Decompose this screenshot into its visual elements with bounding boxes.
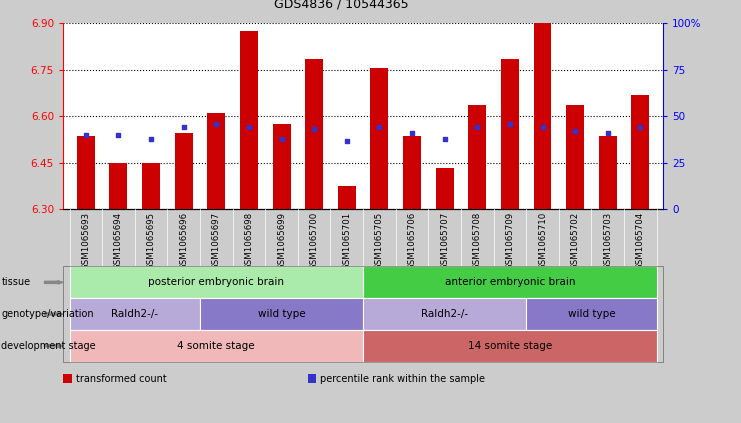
Point xyxy=(602,130,614,137)
Text: percentile rank within the sample: percentile rank within the sample xyxy=(320,374,485,384)
Text: GSM1065706: GSM1065706 xyxy=(408,212,416,270)
Text: GDS4836 / 10544365: GDS4836 / 10544365 xyxy=(273,0,408,11)
Bar xyxy=(501,59,519,209)
Text: GSM1065697: GSM1065697 xyxy=(212,212,221,270)
Text: GSM1065709: GSM1065709 xyxy=(505,212,514,270)
Bar xyxy=(631,95,649,209)
Text: GSM1065704: GSM1065704 xyxy=(636,212,645,270)
Point xyxy=(439,135,451,142)
Text: GSM1065698: GSM1065698 xyxy=(245,212,253,270)
Point xyxy=(243,124,255,131)
Text: GSM1065696: GSM1065696 xyxy=(179,212,188,270)
Bar xyxy=(566,105,584,209)
Text: anterior embryonic brain: anterior embryonic brain xyxy=(445,277,575,287)
Bar xyxy=(534,22,551,209)
Text: GSM1065703: GSM1065703 xyxy=(603,212,612,270)
Bar xyxy=(207,113,225,209)
Text: transformed count: transformed count xyxy=(76,374,166,384)
Text: genotype/variation: genotype/variation xyxy=(1,309,94,319)
Bar xyxy=(305,59,323,209)
Bar xyxy=(599,137,617,209)
Text: tissue: tissue xyxy=(1,277,30,287)
Text: GSM1065693: GSM1065693 xyxy=(82,212,90,270)
Bar xyxy=(370,68,388,209)
Text: GSM1065695: GSM1065695 xyxy=(147,212,156,270)
Point xyxy=(80,132,92,138)
Point xyxy=(536,124,548,131)
Text: posterior embryonic brain: posterior embryonic brain xyxy=(148,277,285,287)
Text: wild type: wild type xyxy=(258,309,305,319)
Text: development stage: development stage xyxy=(1,341,96,351)
Point xyxy=(178,124,190,131)
Bar xyxy=(468,105,486,209)
Point xyxy=(210,121,222,127)
Text: 14 somite stage: 14 somite stage xyxy=(468,341,552,351)
Bar xyxy=(436,168,453,209)
Point xyxy=(308,126,320,133)
Point xyxy=(373,124,385,131)
Bar xyxy=(403,137,421,209)
Text: Raldh2-/-: Raldh2-/- xyxy=(421,309,468,319)
Text: GSM1065694: GSM1065694 xyxy=(114,212,123,270)
Point xyxy=(471,124,483,131)
Text: GSM1065708: GSM1065708 xyxy=(473,212,482,270)
Point xyxy=(276,135,288,142)
Text: 4 somite stage: 4 somite stage xyxy=(178,341,255,351)
Point xyxy=(145,135,157,142)
Bar xyxy=(110,163,127,209)
Bar xyxy=(175,133,193,209)
Text: GSM1065707: GSM1065707 xyxy=(440,212,449,270)
Point xyxy=(341,137,353,144)
Point xyxy=(113,132,124,138)
Text: GSM1065699: GSM1065699 xyxy=(277,212,286,270)
Bar xyxy=(77,137,95,209)
Text: wild type: wild type xyxy=(568,309,615,319)
Point xyxy=(634,124,646,131)
Text: Raldh2-/-: Raldh2-/- xyxy=(111,309,159,319)
Point xyxy=(504,121,516,127)
Text: GSM1065705: GSM1065705 xyxy=(375,212,384,270)
Bar xyxy=(273,124,290,209)
Bar xyxy=(142,163,160,209)
Text: GSM1065700: GSM1065700 xyxy=(310,212,319,270)
Text: GSM1065701: GSM1065701 xyxy=(342,212,351,270)
Text: GSM1065702: GSM1065702 xyxy=(571,212,579,270)
Text: GSM1065710: GSM1065710 xyxy=(538,212,547,270)
Bar xyxy=(338,186,356,209)
Bar xyxy=(240,31,258,209)
Point xyxy=(569,128,581,135)
Point xyxy=(406,130,418,137)
